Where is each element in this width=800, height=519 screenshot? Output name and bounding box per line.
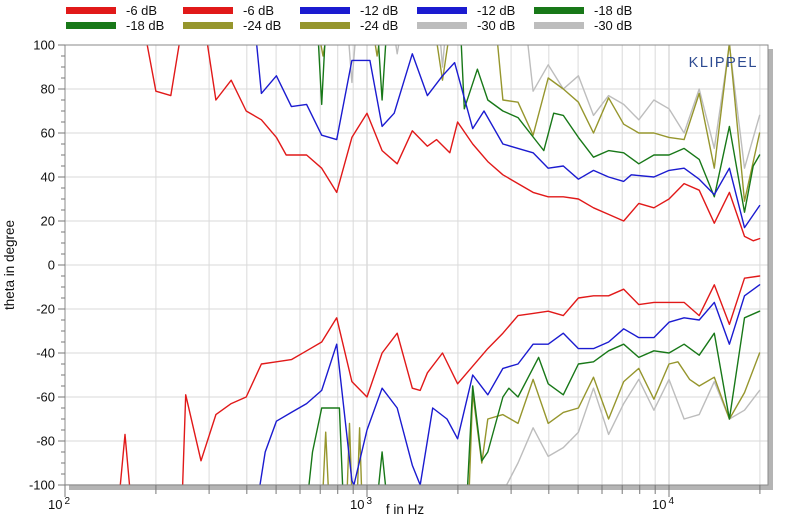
legend-color-swatch <box>300 22 350 29</box>
series--18-db-lower <box>308 310 761 485</box>
legend-label: -6 dB <box>126 3 158 18</box>
x-tick-label: 10 2 <box>48 496 70 512</box>
legend-item: -30 dB <box>534 18 632 33</box>
legend-color-swatch <box>66 7 116 14</box>
legend-color-swatch <box>300 7 350 14</box>
y-tick-label: -20 <box>36 302 55 317</box>
legend-item: -24 dB <box>300 18 398 33</box>
y-axis-title: theta in degree <box>2 220 17 310</box>
legend-color-swatch <box>534 7 584 14</box>
series--30-db-lower <box>65 378 761 485</box>
legend-color-swatch <box>183 7 233 14</box>
legend-label: -24 dB <box>243 18 282 33</box>
legend-color-swatch <box>417 7 467 14</box>
x-tick-label: 10 3 <box>350 496 372 512</box>
chart-legend: -6 dB -6 dB -12 dB -12 dB -18 dB -18 dB -24 dB… <box>0 3 800 33</box>
legend-label: -18 dB <box>594 3 633 18</box>
y-tick-label: 100 <box>33 38 55 53</box>
legend-item: -18 dB <box>534 3 632 18</box>
legend-item: -6 dB <box>66 3 157 18</box>
y-tick-label: -60 <box>36 390 55 405</box>
legend-label: -12 dB <box>360 3 399 18</box>
legend-color-swatch <box>183 22 233 29</box>
legend-item: -24 dB <box>183 18 281 33</box>
series--12-db-upper <box>256 45 761 229</box>
legend-label: -24 dB <box>360 18 399 33</box>
series--6-db-upper <box>146 45 761 242</box>
y-tick-label: 0 <box>48 258 55 273</box>
legend-item: -18 dB <box>66 18 164 33</box>
legend-row-1: -6 dB -6 dB -12 dB -12 dB -18 dB <box>0 3 800 18</box>
y-tick-label: 60 <box>41 126 55 141</box>
series--6-db-lower <box>119 275 761 485</box>
plot-shadow-bottom <box>69 485 773 490</box>
x-tick-label: 10 4 <box>652 496 674 512</box>
series--12-db-lower <box>259 284 761 485</box>
plot-shadow-right <box>768 49 773 490</box>
legend-item: -30 dB <box>417 18 515 33</box>
legend-label: -30 dB <box>594 18 633 33</box>
series-lines <box>65 45 761 485</box>
legend-item: -12 dB <box>417 3 515 18</box>
legend-color-swatch <box>66 22 116 29</box>
y-tick-label: -40 <box>36 346 55 361</box>
klippel-logo: KLIPPEL <box>689 55 758 71</box>
y-tick-label: 80 <box>41 82 55 97</box>
y-tick-label: -100 <box>29 478 55 493</box>
legend-item: -6 dB <box>183 3 274 18</box>
legend-label: -6 dB <box>243 3 275 18</box>
legend-color-swatch <box>417 22 467 29</box>
legend-label: -12 dB <box>477 3 516 18</box>
series--18-db-upper <box>317 45 761 213</box>
axis-ticks: 100 80 60 40 20 0 -20 -40 -60 -80 -100 10 2 10 3 10 4 <box>29 38 761 512</box>
series--24-db-upper <box>320 45 761 202</box>
y-tick-label: -80 <box>36 434 55 449</box>
y-tick-label: 40 <box>41 170 55 185</box>
legend-row-2: -18 dB -24 dB -24 dB -30 dB -30 dB <box>0 18 800 33</box>
legend-label: -30 dB <box>477 18 516 33</box>
y-tick-label: 20 <box>41 214 55 229</box>
legend-color-swatch <box>534 22 584 29</box>
legend-item: -12 dB <box>300 3 398 18</box>
legend-label: -18 dB <box>126 18 165 33</box>
series--24-db-lower <box>322 352 761 485</box>
x-axis-title: f in Hz <box>386 502 425 517</box>
